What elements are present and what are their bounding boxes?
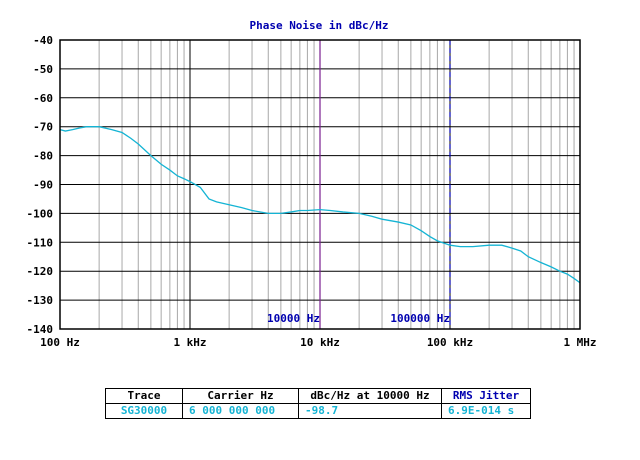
- cell-carrier: 6 000 000 000: [182, 403, 299, 419]
- chart-title: Phase Noise in dBc/Hz: [249, 19, 388, 32]
- cell-trace: SG30000: [105, 403, 183, 419]
- y-tick-label: -50: [33, 63, 53, 76]
- y-tick-label: -100: [27, 207, 54, 220]
- y-axis-ticks: -40 -50 -60 -70 -80 -90 -100 -110 -120 -130 -140: [27, 34, 54, 336]
- phase-noise-chart: Phase Noise in dBc/Hz -40 -50 -60 -70 -80 -90…: [27, 19, 597, 349]
- marker-label-2: 100000 Hz: [390, 312, 450, 325]
- header-carrier: Carrier Hz: [182, 388, 299, 404]
- header-trace: Trace: [105, 388, 183, 404]
- y-tick-label: -130: [27, 294, 54, 307]
- plot-frame: [59, 39, 581, 330]
- header-dbc: dBc/Hz at 10000 Hz: [298, 388, 442, 404]
- frequency-markers: [319, 40, 451, 329]
- x-tick-label: 1 kHz: [173, 336, 206, 349]
- phase-noise-trace: [59, 126, 581, 284]
- cell-rms-jitter: 6.9E-014 s: [441, 403, 531, 419]
- marker-label-1: 10000 Hz: [267, 312, 320, 325]
- x-tick-label: 1 MHz: [563, 336, 596, 349]
- marker-labels: 10000 Hz 100000 Hz: [267, 312, 450, 325]
- x-tick-label: 100 Hz: [40, 336, 80, 349]
- x-axis-ticks: 100 Hz 1 kHz 10 kHz 100 kHz 1 MHz: [40, 336, 596, 349]
- summary-table: Trace Carrier Hz dBc/Hz at 10000 Hz RMS …: [105, 388, 531, 419]
- summary-header-row: Trace Carrier Hz dBc/Hz at 10000 Hz RMS …: [105, 388, 531, 404]
- x-tick-label: 100 kHz: [427, 336, 473, 349]
- y-tick-label: -90: [33, 179, 53, 192]
- header-rms-jitter: RMS Jitter: [441, 388, 531, 404]
- y-tick-label: -140: [27, 323, 54, 336]
- summary-data-row: SG30000 6 000 000 000 -98.7 6.9E-014 s: [105, 403, 531, 419]
- y-tick-label: -40: [33, 34, 53, 47]
- y-tick-label: -70: [33, 121, 53, 134]
- y-tick-label: -120: [27, 265, 54, 278]
- y-tick-label: -60: [33, 92, 53, 105]
- cell-dbc: -98.7: [298, 403, 442, 419]
- x-tick-label: 10 kHz: [300, 336, 340, 349]
- y-tick-label: -110: [27, 236, 54, 249]
- y-tick-label: -80: [33, 150, 53, 163]
